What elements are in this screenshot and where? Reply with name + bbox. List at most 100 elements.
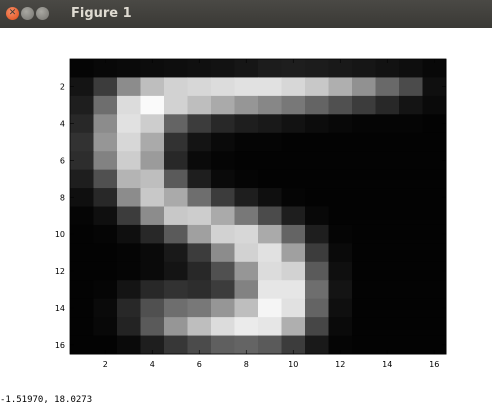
heatmap-cell [187,77,212,97]
heatmap-cell [234,77,259,97]
coordinate-readout: -1.51970, 18.0273 [0,395,93,405]
heatmap-cell [352,261,376,281]
heatmap-cell [140,114,165,134]
heatmap-cell [352,77,376,97]
heatmap-cell [117,77,141,97]
axes-frame [69,58,447,355]
heatmap-cell [117,224,141,244]
heatmap-cell [352,188,376,207]
heatmap-cell [211,280,235,300]
heatmap-cell [164,114,188,134]
heatmap-cell [305,188,329,207]
heatmap-cell [140,169,165,189]
x-tick-label: 16 [429,360,439,369]
heatmap-image [70,59,447,355]
heatmap-cell [422,169,447,189]
heatmap-cell [281,132,306,152]
heatmap-cell [140,261,165,281]
heatmap-cell [211,95,235,115]
heatmap-cell [258,280,282,300]
heatmap-cell [234,169,259,189]
heatmap-cell [211,77,235,97]
heatmap-cell [211,224,235,244]
x-tick-label: 14 [382,360,392,369]
heatmap-cell [117,188,141,207]
y-tick-label: 4 [60,120,65,129]
heatmap-cell [399,132,423,152]
heatmap-cell [305,261,329,281]
heatmap-cell [187,132,212,152]
heatmap-cell [328,317,353,337]
heatmap-cell [352,317,376,337]
heatmap-cell [211,151,235,171]
heatmap-cell [399,243,423,263]
close-window-button[interactable]: ✕ [6,7,19,20]
x-tick-label: 6 [197,360,202,369]
y-tick-label: 14 [55,304,65,313]
heatmap-cell [93,224,118,244]
heatmap-cell [258,114,282,134]
heatmap-cell [70,188,94,207]
heatmap-cell [211,169,235,189]
window-titlebar[interactable]: ✕ Figure 1 [0,0,492,28]
heatmap-cell [422,243,447,263]
heatmap-cell [422,224,447,244]
heatmap-cell [352,132,376,152]
heatmap-cell [281,114,306,134]
heatmap-cell [140,335,165,355]
heatmap-cell [70,169,94,189]
heatmap-cell [93,335,118,355]
heatmap-cell [211,335,235,355]
heatmap-cell [352,243,376,263]
heatmap-cell [140,95,165,115]
minimize-window-button[interactable] [21,7,34,20]
heatmap-cell [258,261,282,281]
heatmap-cell [422,151,447,171]
figure-canvas[interactable]: 2 4 6 8 10 12 14 16 2 4 6 8 10 12 14 16 [0,28,492,395]
heatmap-cell [375,95,400,115]
heatmap-cell [234,151,259,171]
heatmap-cell [70,280,94,300]
heatmap-cell [281,224,306,244]
heatmap-cell [164,77,188,97]
heatmap-cell [234,317,259,337]
heatmap-cell [399,151,423,171]
heatmap-cell [281,298,306,318]
heatmap-cell [399,114,423,134]
heatmap-cell [164,132,188,152]
heatmap-cell [281,243,306,263]
heatmap-cell [164,59,188,78]
heatmap-cell [328,224,353,244]
heatmap-cell [281,95,306,115]
heatmap-cell [93,77,118,97]
axis-ticks [70,59,446,354]
heatmap-cell [399,188,423,207]
heatmap-cell [164,151,188,171]
heatmap-cell [164,261,188,281]
heatmap-cell [399,77,423,97]
heatmap-cell [352,335,376,355]
heatmap-cell [70,114,94,134]
heatmap-cell [211,317,235,337]
heatmap-cell [164,243,188,263]
heatmap-cell [281,261,306,281]
heatmap-cell [211,261,235,281]
maximize-window-button[interactable] [36,7,49,20]
heatmap-cell [140,188,165,207]
heatmap-cell [328,298,353,318]
heatmap-cell [375,77,400,97]
heatmap-cell [281,151,306,171]
heatmap-cell [211,206,235,226]
heatmap-cell [70,77,94,97]
heatmap-cell [305,224,329,244]
heatmap-cell [375,206,400,226]
heatmap-cell [305,317,329,337]
heatmap-cell [305,280,329,300]
heatmap-cell [93,151,118,171]
heatmap-cell [352,280,376,300]
heatmap-cell [117,114,141,134]
heatmap-cell [70,335,94,355]
heatmap-cell [352,224,376,244]
heatmap-cell [375,224,400,244]
heatmap-cell [258,317,282,337]
